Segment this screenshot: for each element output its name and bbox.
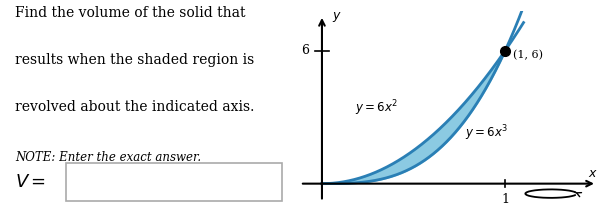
Text: $V =$: $V =$ <box>15 173 46 191</box>
Text: results when the shaded region is: results when the shaded region is <box>15 53 255 67</box>
FancyBboxPatch shape <box>66 163 282 201</box>
Text: NOTE: Enter the exact answer.: NOTE: Enter the exact answer. <box>15 151 201 163</box>
Text: (1, 6): (1, 6) <box>513 50 542 60</box>
Text: revolved about the indicated axis.: revolved about the indicated axis. <box>15 100 255 114</box>
Text: $y = 6x^2$: $y = 6x^2$ <box>355 99 399 118</box>
Text: $y = 6x^3$: $y = 6x^3$ <box>465 123 508 143</box>
Text: Find the volume of the solid that: Find the volume of the solid that <box>15 6 245 20</box>
Text: $y$: $y$ <box>331 10 342 24</box>
Text: 1: 1 <box>501 193 509 206</box>
Text: 6: 6 <box>301 44 309 57</box>
Text: $x$: $x$ <box>588 167 598 180</box>
